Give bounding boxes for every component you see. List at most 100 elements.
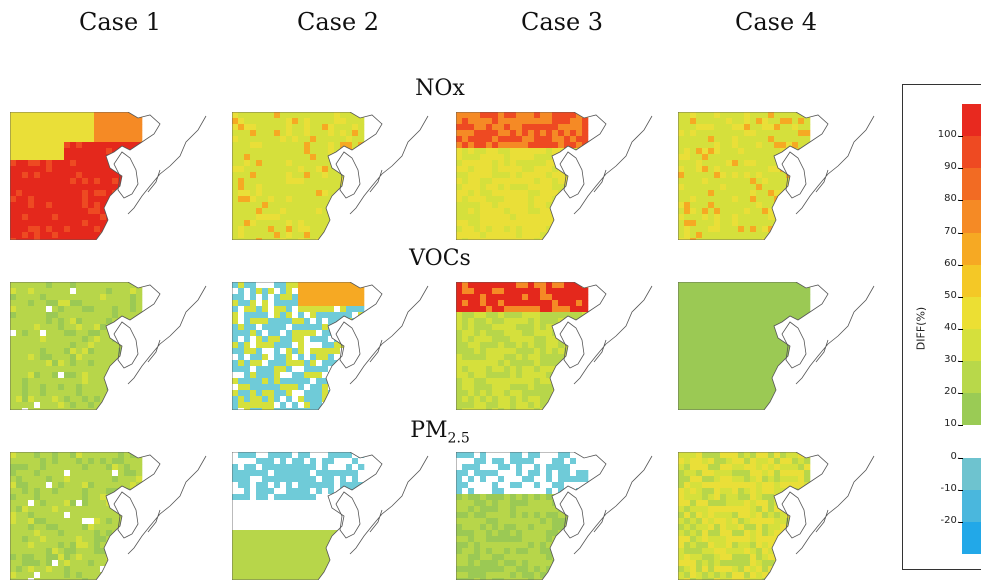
map-cell: [678, 384, 684, 390]
map-cell: [534, 184, 540, 190]
map-cell: [70, 318, 76, 324]
map-cell: [804, 402, 810, 408]
map-cell: [334, 294, 340, 300]
map-cell: [106, 226, 112, 232]
map-cell: [522, 172, 528, 178]
map-cell: [124, 560, 130, 566]
map-cell: [244, 464, 250, 470]
map-cell: [46, 300, 52, 306]
map-cell: [280, 536, 286, 542]
map-cell: [558, 214, 564, 220]
map-cell: [744, 160, 750, 166]
map-cell: [70, 324, 76, 330]
map-cell: [762, 366, 768, 372]
map-cell: [456, 172, 462, 178]
map-cell: [28, 512, 34, 518]
map-cell: [738, 196, 744, 202]
map-cell: [40, 458, 46, 464]
map-cell: [522, 202, 528, 208]
map-cell: [486, 282, 492, 288]
map-cell: [94, 196, 100, 202]
map-cell: [244, 560, 250, 566]
map-cell: [708, 336, 714, 342]
map-cell: [582, 324, 588, 330]
map-cell: [462, 282, 468, 288]
map-cell: [232, 148, 238, 154]
map-cell: [340, 142, 346, 148]
map-cell: [70, 184, 76, 190]
map-cell: [310, 494, 316, 500]
row-title-vocs: VOCs: [0, 246, 880, 271]
map-cell: [106, 220, 112, 226]
map-cell: [94, 160, 100, 166]
map-cell: [468, 202, 474, 208]
map-cell: [468, 348, 474, 354]
map-cell: [346, 554, 352, 560]
map-cell: [106, 390, 112, 396]
map-cell: [546, 324, 552, 330]
map-cell: [280, 232, 286, 238]
map-cell: [88, 348, 94, 354]
map-cell: [310, 208, 316, 214]
map-cell: [534, 226, 540, 232]
map-cell: [792, 378, 798, 384]
map-cell: [130, 372, 136, 378]
map-cell: [256, 312, 262, 318]
map-cell: [316, 342, 322, 348]
map-cell: [504, 232, 510, 238]
map-cell: [492, 378, 498, 384]
map-cell: [292, 196, 298, 202]
map-cell: [540, 220, 546, 226]
map-cell: [570, 402, 576, 408]
map-cell: [480, 342, 486, 348]
map-cell: [304, 142, 310, 148]
map-cell: [322, 154, 328, 160]
map-cell: [340, 548, 346, 554]
map-cell: [136, 488, 142, 494]
map-cell: [792, 354, 798, 360]
map-cell: [708, 330, 714, 336]
map-cell: [492, 324, 498, 330]
map-cell: [124, 294, 130, 300]
map-cell: [708, 154, 714, 160]
map-cell: [268, 372, 274, 378]
map-cell: [720, 112, 726, 118]
map-cell: [678, 306, 684, 312]
map-cell: [696, 282, 702, 288]
map-cell: [286, 494, 292, 500]
map-cell: [456, 190, 462, 196]
map-cell: [232, 366, 238, 372]
map-cell: [268, 232, 274, 238]
map-cell: [684, 282, 690, 288]
map-cell: [738, 360, 744, 366]
map-cell: [310, 312, 316, 318]
map-cell: [82, 166, 88, 172]
map-cell: [286, 488, 292, 494]
map-cell: [528, 112, 534, 118]
map-cell: [28, 208, 34, 214]
map-cell: [316, 542, 322, 548]
map-cell: [310, 172, 316, 178]
map-cell: [34, 518, 40, 524]
map-cell: [322, 470, 328, 476]
map-cell: [714, 282, 720, 288]
map-cell: [58, 142, 64, 148]
map-cell: [292, 178, 298, 184]
map-cell: [94, 384, 100, 390]
map-cell: [334, 178, 340, 184]
map-cell: [774, 208, 780, 214]
map-cell: [70, 124, 76, 130]
map-cell: [340, 336, 346, 342]
map-cell: [250, 208, 256, 214]
map-cell: [702, 172, 708, 178]
map-cell: [268, 214, 274, 220]
map-cell: [732, 184, 738, 190]
map-cell: [504, 476, 510, 482]
map-cell: [316, 494, 322, 500]
map-cell: [498, 148, 504, 154]
map-cell: [462, 288, 468, 294]
map-cell: [504, 372, 510, 378]
map-cell: [238, 458, 244, 464]
map-cell: [570, 118, 576, 124]
map-cell: [780, 288, 786, 294]
